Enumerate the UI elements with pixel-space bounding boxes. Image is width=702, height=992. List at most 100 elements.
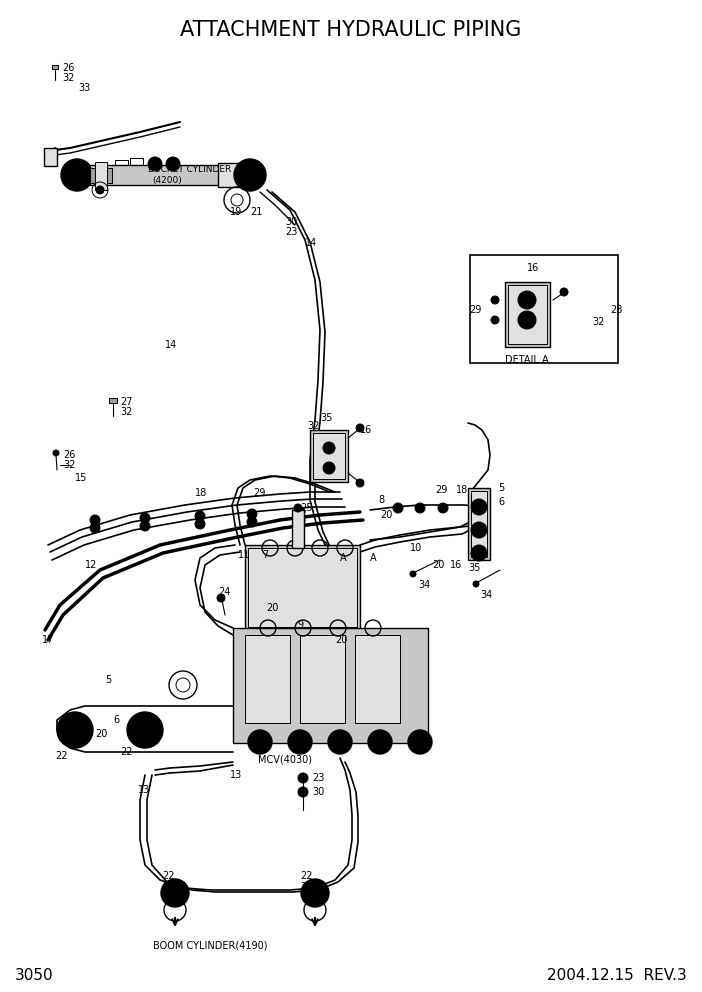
Text: 23: 23	[312, 773, 324, 783]
Text: 22: 22	[162, 871, 175, 881]
Text: MCV(4030): MCV(4030)	[258, 755, 312, 765]
Text: 19: 19	[230, 207, 242, 217]
Text: BOOM CYLINDER(4190): BOOM CYLINDER(4190)	[153, 940, 267, 950]
Text: 5: 5	[105, 675, 111, 685]
Text: 20: 20	[95, 729, 107, 739]
Bar	[355, 635, 400, 723]
Text: 16: 16	[527, 263, 539, 273]
Circle shape	[69, 167, 85, 183]
Text: 35: 35	[320, 413, 332, 423]
Bar	[245, 545, 360, 630]
Text: 17: 17	[42, 635, 54, 645]
Circle shape	[471, 522, 487, 538]
Circle shape	[90, 515, 100, 525]
Text: 34: 34	[480, 590, 492, 600]
Text: 26: 26	[63, 450, 75, 460]
Bar	[248, 548, 357, 627]
Circle shape	[294, 504, 302, 512]
Circle shape	[415, 503, 425, 513]
Circle shape	[298, 773, 308, 783]
Text: BUCKET CYLINDER: BUCKET CYLINDER	[148, 166, 231, 175]
Circle shape	[195, 511, 205, 521]
Circle shape	[166, 157, 180, 171]
Circle shape	[328, 730, 352, 754]
Text: 22: 22	[120, 747, 133, 757]
Text: DETAIL A: DETAIL A	[505, 355, 549, 365]
Circle shape	[217, 594, 225, 602]
Text: 16: 16	[360, 425, 372, 435]
Circle shape	[301, 879, 329, 907]
Bar	[90, 165, 220, 185]
Bar	[245, 635, 290, 723]
Circle shape	[57, 712, 93, 748]
Circle shape	[356, 479, 364, 487]
Circle shape	[368, 730, 392, 754]
Bar	[44, 148, 57, 166]
Text: 2004.12.15  REV.3: 2004.12.15 REV.3	[548, 967, 687, 982]
Text: 29: 29	[469, 305, 481, 315]
Bar	[52, 65, 58, 69]
Text: 20: 20	[432, 560, 444, 570]
Circle shape	[410, 571, 416, 577]
Circle shape	[140, 513, 150, 523]
Text: 20: 20	[380, 510, 392, 520]
Circle shape	[438, 503, 448, 513]
Text: 35: 35	[468, 563, 480, 573]
Text: 32: 32	[120, 407, 133, 417]
Text: 24: 24	[218, 587, 230, 597]
Text: ATTACHMENT HYDRAULIC PIPING: ATTACHMENT HYDRAULIC PIPING	[180, 20, 522, 40]
Text: 20: 20	[335, 635, 347, 645]
Circle shape	[195, 519, 205, 529]
Text: 14: 14	[165, 340, 177, 350]
Circle shape	[295, 515, 305, 525]
Text: 18: 18	[195, 488, 207, 498]
Text: 5: 5	[498, 483, 504, 493]
Text: 20: 20	[266, 603, 279, 613]
Circle shape	[518, 291, 536, 309]
Circle shape	[356, 424, 364, 432]
Circle shape	[127, 712, 163, 748]
Bar	[470, 255, 618, 363]
Text: 3050: 3050	[15, 967, 53, 982]
Circle shape	[90, 523, 100, 533]
Text: 30: 30	[285, 217, 297, 227]
Circle shape	[288, 730, 312, 754]
Text: 22: 22	[55, 751, 67, 761]
Text: 20: 20	[138, 713, 150, 723]
Text: 25: 25	[300, 503, 312, 513]
Circle shape	[323, 462, 335, 474]
Circle shape	[295, 507, 305, 517]
Circle shape	[298, 787, 308, 797]
Bar	[508, 285, 547, 344]
Text: 6: 6	[498, 497, 504, 507]
Circle shape	[140, 521, 150, 531]
Text: A: A	[370, 553, 377, 563]
Circle shape	[53, 450, 59, 456]
Text: 16: 16	[450, 560, 462, 570]
Circle shape	[518, 311, 536, 329]
Bar	[218, 163, 248, 187]
Bar	[310, 430, 348, 482]
Text: 10: 10	[410, 543, 422, 553]
Text: 13: 13	[138, 785, 150, 795]
Circle shape	[247, 517, 257, 527]
Text: 34: 34	[418, 580, 430, 590]
Bar	[90, 168, 112, 183]
Text: 12: 12	[85, 560, 98, 570]
Text: 28: 28	[610, 305, 623, 315]
Circle shape	[248, 730, 272, 754]
Bar	[95, 162, 107, 190]
Bar	[471, 491, 487, 557]
Text: 20: 20	[300, 882, 312, 892]
Bar	[233, 628, 428, 743]
Text: 33: 33	[78, 83, 91, 93]
Text: 32: 32	[592, 317, 604, 327]
Circle shape	[96, 186, 104, 194]
Bar	[109, 398, 117, 403]
Text: 29: 29	[435, 485, 447, 495]
Text: 32: 32	[307, 421, 319, 431]
Text: 27: 27	[120, 397, 133, 407]
Circle shape	[148, 157, 162, 171]
Circle shape	[560, 288, 568, 296]
Text: 9: 9	[297, 620, 303, 630]
